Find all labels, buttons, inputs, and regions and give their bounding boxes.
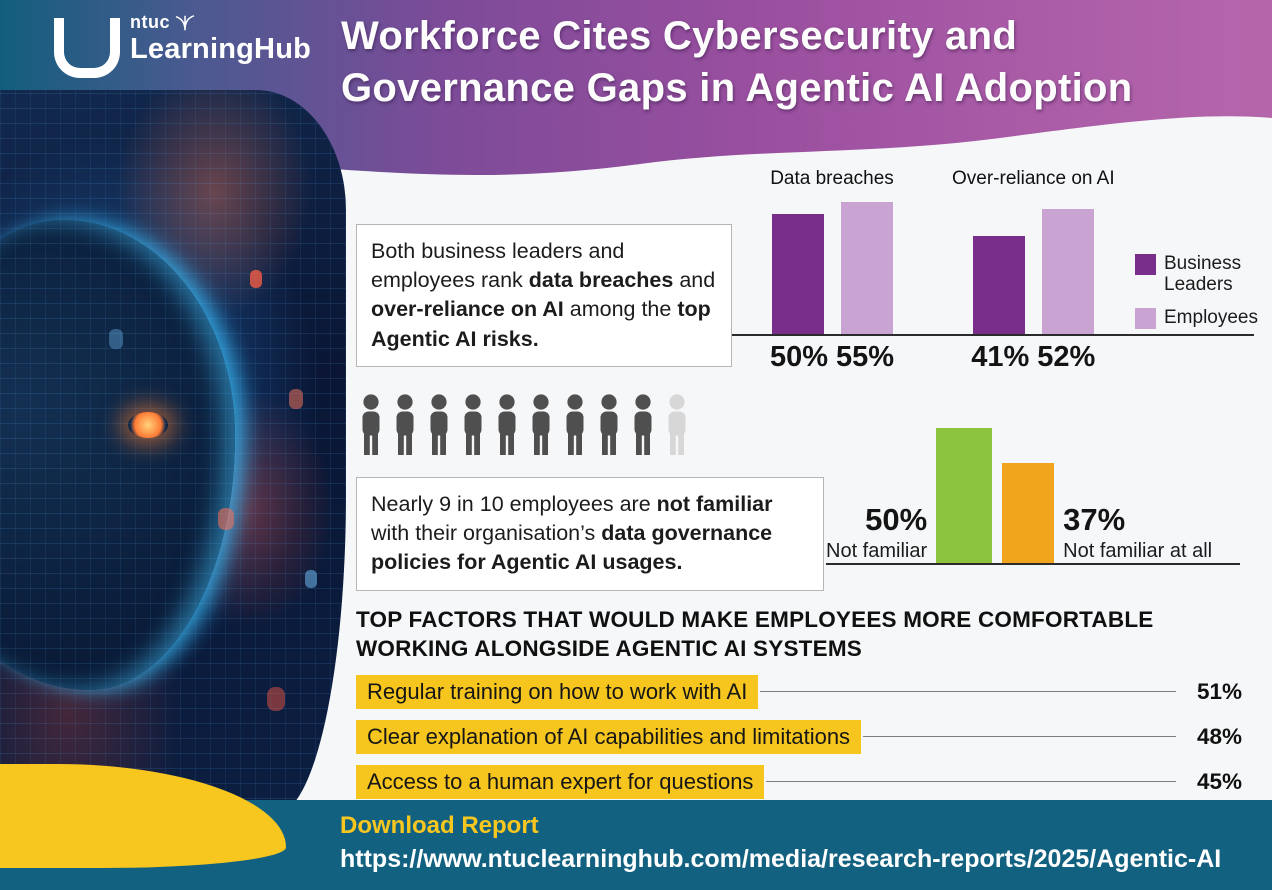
- category-label: Over-reliance on AI: [952, 168, 1115, 189]
- person-icon: [566, 394, 584, 455]
- people-row: [356, 388, 692, 462]
- person-icon: [498, 394, 516, 455]
- bokeh-lights: [250, 270, 262, 288]
- familiarity-chart: 50% Not familiar 37% Not familiar at all: [826, 413, 1240, 565]
- value-label: 55%: [835, 341, 895, 373]
- person-icon: [362, 394, 380, 455]
- page-title: Workforce Cites Cybersecurity and Govern…: [341, 10, 1132, 114]
- leader-line: [863, 736, 1176, 738]
- top-factors-section: TOP FACTORS THAT WOULD MAKE EMPLOYEES MO…: [356, 606, 1242, 799]
- person-icon: [396, 394, 414, 455]
- bar-business-leaders: [972, 236, 1025, 334]
- circuit-pattern: [0, 90, 346, 814]
- text-segment: over-reliance on AI: [371, 297, 564, 322]
- not-familiar-caption: Not familiar: [826, 540, 928, 562]
- bar-employees: [1041, 209, 1094, 334]
- factor-value: 45%: [1196, 768, 1242, 794]
- chart-group: Data breaches 50% 55%: [768, 168, 896, 374]
- text-segment: among the: [563, 297, 678, 322]
- bar-group: [771, 200, 893, 334]
- bar-business-leaders: [771, 214, 824, 334]
- page-title-line2: Governance Gaps in Agentic AI Adoption: [341, 66, 1133, 110]
- factor-value: 48%: [1196, 723, 1242, 749]
- value-labels: 41% 52%: [969, 341, 1097, 374]
- person-icon: [430, 394, 448, 455]
- person-icon: [464, 394, 482, 455]
- text-segment: Nearly 9 in 10 employees are: [371, 492, 657, 516]
- leader-line: [760, 691, 1176, 693]
- logo-brand-top: ntuc: [130, 12, 170, 32]
- footer: Download Report https://www.ntuclearning…: [340, 812, 1221, 874]
- factor-row-explanation: Clear explanation of AI capabilities and…: [356, 719, 1242, 754]
- text-segment: top Agentic AI risks.: [371, 297, 711, 351]
- chart-axis-line: [732, 334, 1254, 336]
- not-familiar-at-all-value: 37%: [1063, 502, 1126, 537]
- leader-line: [766, 781, 1176, 783]
- value-labels: 50% 55%: [768, 341, 896, 374]
- not-familiar-at-all-caption: Not familiar at all: [1063, 540, 1213, 562]
- report-url-link[interactable]: https://www.ntuclearninghub.com/media/re…: [340, 845, 1222, 873]
- risks-bar-chart: Data breaches 50% 55% Over-reliance on AI 41…: [732, 168, 1258, 388]
- factor-row-training: Regular training on how to work with AI …: [356, 674, 1242, 709]
- factor-row-human-expert: Access to a human expert for questions 4…: [356, 764, 1242, 799]
- person-icon: [668, 394, 686, 455]
- factor-label: Clear explanation of AI capabilities and…: [356, 719, 862, 754]
- section-heading-line2: WORKING ALONGSIDE AGENTIC AI SYSTEMS: [356, 635, 862, 661]
- chart-legend: Business Leaders Employees: [1135, 253, 1258, 329]
- not-familiar-at-all-labels: 37% Not familiar at all: [1063, 502, 1212, 563]
- risk-chart-groups: Data breaches 50% 55% Over-reliance on AI 41…: [732, 168, 1254, 374]
- text-segment: with their organisation’s: [371, 521, 602, 546]
- legend-label: Business Leaders: [1164, 253, 1242, 295]
- factor-value: 51%: [1196, 678, 1242, 704]
- value-label: 50%: [769, 341, 829, 373]
- download-report-label: Download Report: [340, 812, 539, 839]
- text-segment: not familiar: [656, 492, 773, 516]
- section-heading-line1: TOP FACTORS THAT WOULD MAKE EMPLOYEES MO…: [356, 607, 1154, 632]
- factor-label: Access to a human expert for questions: [356, 764, 765, 799]
- text-segment: data governance policies for Agentic AI …: [371, 521, 773, 575]
- legend-swatch-employees: [1135, 307, 1156, 329]
- bar-group: [972, 200, 1094, 334]
- risks-callout-text: Both business leaders and employees rank…: [371, 239, 715, 351]
- value-label: 52%: [1037, 341, 1096, 373]
- not-familiar-value: 50%: [865, 502, 928, 537]
- legend-label: Employees: [1164, 306, 1258, 328]
- person-icon: [600, 394, 618, 455]
- chart-group: Over-reliance on AI 41% 52%: [952, 168, 1115, 374]
- bar-not-familiar-at-all: [1002, 463, 1055, 563]
- category-label: Data breaches: [770, 168, 894, 189]
- ntuc-u-mark-icon: [54, 18, 120, 78]
- person-icon: [634, 394, 652, 455]
- section-heading: TOP FACTORS THAT WOULD MAKE EMPLOYEES MO…: [356, 606, 1242, 664]
- text-segment: data breaches: [528, 268, 674, 293]
- text-segment: and: [673, 268, 716, 293]
- legend-item-business-leaders: Business Leaders: [1135, 253, 1254, 296]
- legend-swatch-business-leaders: [1135, 254, 1156, 275]
- risks-callout: Both business leaders and employees rank…: [356, 224, 732, 367]
- not-familiar-labels: 50% Not familiar: [826, 502, 927, 563]
- ntuc-learninghub-logo: ntuc LearningHub: [54, 12, 311, 78]
- logo-text: ntuc LearningHub: [130, 12, 311, 66]
- logo-brand-bottom: LearningHub: [130, 33, 312, 65]
- wheat-sheaf-icon: [175, 14, 195, 30]
- bar-employees: [840, 202, 893, 334]
- text-segment: Both business leaders and employees rank: [371, 239, 625, 293]
- factor-label: Regular training on how to work with AI: [356, 674, 759, 709]
- page-title-line1: Workforce Cites Cybersecurity and: [341, 14, 1018, 58]
- person-icon: [532, 394, 550, 455]
- familiarity-callout-text: Nearly 9 in 10 employees are not familia…: [371, 492, 773, 574]
- eye-glow: [128, 412, 168, 438]
- legend-item-employees: Employees: [1135, 306, 1258, 329]
- familiarity-callout: Nearly 9 in 10 employees are not familia…: [356, 477, 824, 591]
- bar-not-familiar: [936, 428, 993, 563]
- ai-face-image: [0, 90, 346, 814]
- value-label: 41%: [971, 341, 1030, 373]
